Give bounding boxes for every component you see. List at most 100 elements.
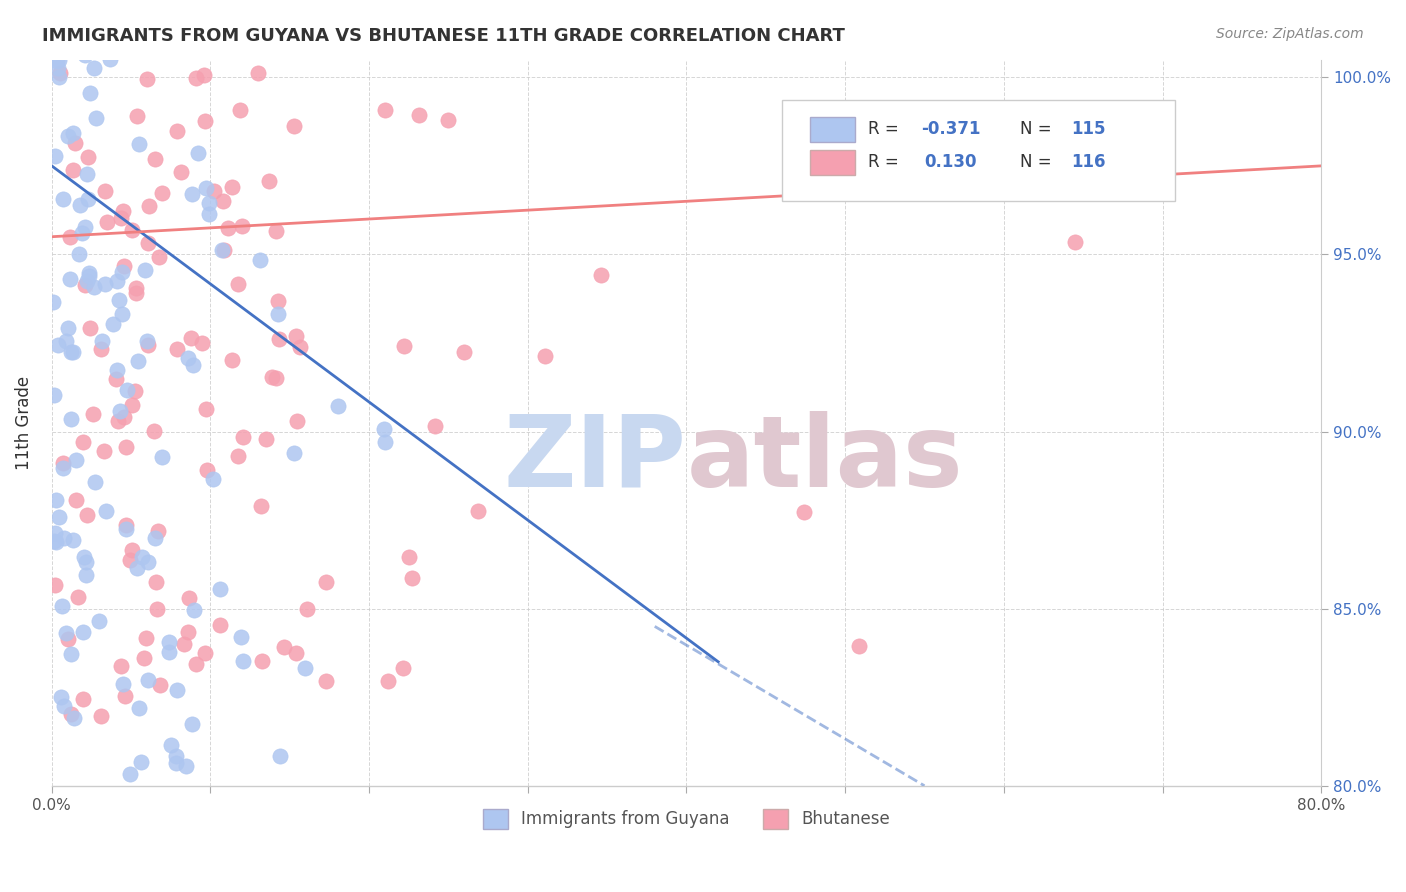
Point [252, 654, 274, 668]
Point [77, 268, 100, 283]
Point [114, 440, 136, 454]
Point [58, 632, 80, 647]
Point [138, 673, 160, 687]
Point [90, 709, 112, 723]
Point [60, 648, 83, 662]
Point [177, 591, 200, 605]
Point [285, 329, 308, 343]
Point [134, 650, 156, 665]
Point [121, 223, 143, 237]
Point [308, 823, 330, 838]
Point [361, 811, 384, 825]
Point [232, 654, 254, 668]
Point [75, 567, 97, 582]
Point [166, 124, 188, 138]
Point [247, 66, 270, 80]
Point [72, 625, 94, 640]
Point [221, 352, 243, 367]
Point [231, 219, 253, 233]
Point [267, 307, 290, 321]
Point [105, 363, 128, 377]
Point [58, 10, 80, 24]
Point [62, 345, 84, 359]
Point [79, 321, 101, 335]
Point [77, 150, 100, 164]
Point [56, 128, 79, 143]
Point [44, 149, 66, 163]
Point [112, 259, 135, 273]
Point [75, 555, 97, 569]
Point [173, 637, 195, 651]
Point [72, 692, 94, 706]
Point [59, 344, 82, 359]
Point [398, 550, 420, 565]
FancyBboxPatch shape [782, 100, 1175, 202]
Point [254, 432, 277, 446]
Point [45, 534, 67, 549]
Point [45, 492, 67, 507]
Point [143, 531, 166, 545]
Point [53, 532, 76, 546]
Point [135, 72, 157, 87]
Point [138, 337, 160, 351]
Point [76, 274, 98, 288]
Point [166, 683, 188, 698]
Point [77, 266, 100, 280]
Point [217, 221, 239, 235]
Text: 116: 116 [1071, 153, 1105, 171]
Point [94, 185, 117, 199]
Point [42, 295, 65, 310]
Point [165, 756, 187, 770]
Text: atlas: atlas [686, 410, 963, 508]
Point [194, 647, 217, 661]
Point [127, 109, 149, 123]
Point [157, 635, 180, 649]
Point [165, 749, 187, 764]
Legend: Immigrants from Guyana, Bhutanese: Immigrants from Guyana, Bhutanese [477, 802, 897, 836]
Point [84, 475, 107, 489]
Point [250, 499, 273, 513]
Text: 0.130: 0.130 [924, 153, 976, 171]
Point [107, 414, 129, 428]
Text: R =: R = [868, 120, 904, 137]
Point [121, 398, 143, 412]
Point [159, 738, 181, 752]
Point [793, 505, 815, 519]
Point [150, 186, 173, 201]
Point [374, 103, 396, 117]
Point [65, 492, 87, 507]
Point [111, 265, 134, 279]
Point [201, 472, 224, 486]
Point [51, 599, 73, 613]
Point [202, 185, 225, 199]
Point [267, 332, 290, 346]
Point [59, 230, 82, 244]
Point [591, 268, 613, 283]
Point [186, 657, 208, 671]
Point [1063, 235, 1085, 250]
Point [121, 543, 143, 558]
Point [212, 243, 235, 257]
Point [131, 549, 153, 564]
Point [76, 508, 98, 522]
Point [73, 549, 96, 564]
Point [136, 334, 159, 348]
Point [221, 179, 243, 194]
Point [56, 321, 79, 335]
Point [110, 659, 132, 673]
Point [260, 369, 283, 384]
Text: N =: N = [1021, 120, 1057, 137]
Point [408, 108, 430, 122]
Text: IMMIGRANTS FROM GUYANA VS BHUTANESE 11TH GRADE CORRELATION CHART: IMMIGRANTS FROM GUYANA VS BHUTANESE 11TH… [42, 27, 845, 45]
Point [195, 181, 218, 195]
Point [135, 631, 157, 645]
Point [228, 449, 250, 463]
Point [96, 214, 118, 228]
Point [391, 660, 413, 674]
Text: 115: 115 [1071, 120, 1105, 137]
Point [91, 334, 114, 349]
Point [377, 673, 399, 688]
Point [70, 226, 93, 240]
Point [285, 414, 308, 428]
Point [79, 86, 101, 100]
